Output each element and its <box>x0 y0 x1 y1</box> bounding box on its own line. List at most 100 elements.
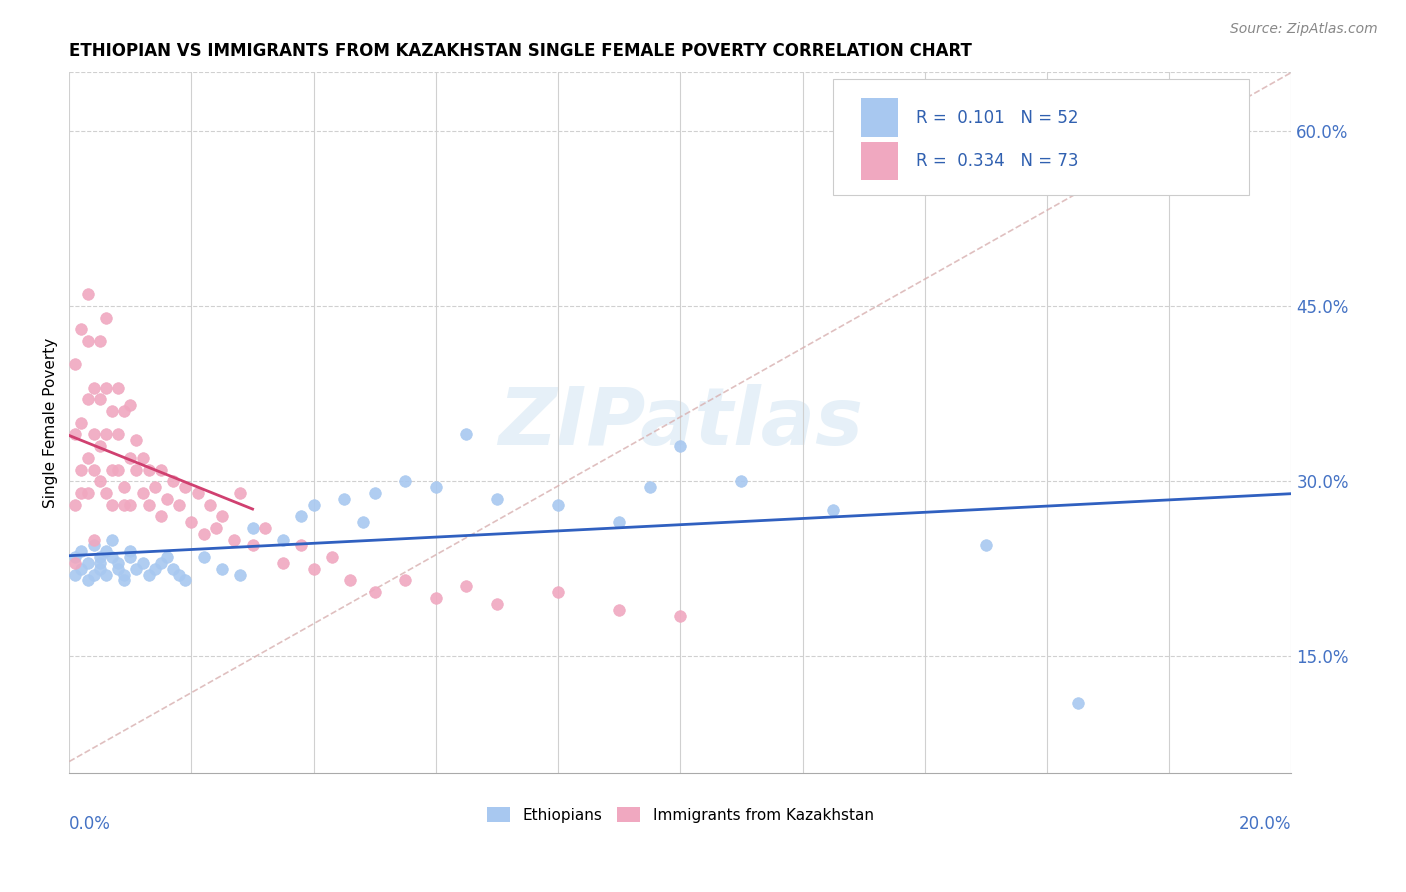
Point <box>94 427 117 442</box>
Point <box>125 562 148 576</box>
Text: R =  0.101   N = 52: R = 0.101 N = 52 <box>917 109 1078 127</box>
Point <box>149 462 172 476</box>
Point <box>107 562 129 576</box>
Point <box>302 498 325 512</box>
Point <box>187 486 209 500</box>
Point <box>1066 696 1088 710</box>
Point <box>167 567 190 582</box>
Point <box>76 334 98 348</box>
Point <box>83 427 105 442</box>
Point <box>333 491 356 506</box>
Point <box>94 310 117 325</box>
Point <box>89 562 111 576</box>
Point <box>112 480 135 494</box>
Point <box>70 416 93 430</box>
Point <box>70 322 93 336</box>
Point <box>974 538 997 552</box>
Point <box>394 474 416 488</box>
Point <box>120 544 142 558</box>
Point <box>242 538 264 552</box>
Point <box>94 486 117 500</box>
Point <box>167 498 190 512</box>
Point <box>156 491 179 506</box>
Point <box>120 450 142 465</box>
Point <box>94 567 117 582</box>
Point <box>83 533 105 547</box>
Point <box>162 562 184 576</box>
Point <box>425 591 447 605</box>
Point <box>180 515 202 529</box>
Point <box>547 498 569 512</box>
Point <box>224 533 246 547</box>
Point <box>174 574 197 588</box>
Point <box>271 533 294 547</box>
Point <box>65 556 87 570</box>
Point <box>107 381 129 395</box>
Point <box>138 567 160 582</box>
Point <box>730 474 752 488</box>
Point <box>120 550 142 565</box>
Point <box>290 538 312 552</box>
Point <box>193 526 215 541</box>
Point <box>131 486 153 500</box>
Point <box>149 556 172 570</box>
Text: 0.0%: 0.0% <box>69 815 111 833</box>
Point <box>131 450 153 465</box>
Point <box>290 509 312 524</box>
Point <box>143 562 166 576</box>
Point <box>120 398 142 412</box>
Point <box>70 462 93 476</box>
Point <box>76 287 98 301</box>
Point <box>83 381 105 395</box>
Point <box>149 509 172 524</box>
Point <box>607 602 630 616</box>
Point <box>138 498 160 512</box>
Point <box>107 556 129 570</box>
Text: ETHIOPIAN VS IMMIGRANTS FROM KAZAKHSTAN SINGLE FEMALE POVERTY CORRELATION CHART: ETHIOPIAN VS IMMIGRANTS FROM KAZAKHSTAN … <box>69 42 972 60</box>
Point <box>156 550 179 565</box>
Point <box>485 491 508 506</box>
Point <box>174 480 197 494</box>
Point <box>107 427 129 442</box>
Point <box>229 486 252 500</box>
Point <box>352 515 374 529</box>
Point <box>70 562 93 576</box>
Point <box>112 567 135 582</box>
Point <box>669 608 692 623</box>
FancyBboxPatch shape <box>834 79 1249 195</box>
Point <box>125 434 148 448</box>
Point <box>112 498 135 512</box>
Point <box>83 462 105 476</box>
Point <box>302 562 325 576</box>
Point <box>394 574 416 588</box>
Text: ZIPatlas: ZIPatlas <box>498 384 863 462</box>
Point <box>65 427 87 442</box>
Point <box>65 550 87 565</box>
Point <box>211 562 233 576</box>
Point <box>70 544 93 558</box>
Point <box>485 597 508 611</box>
Point <box>669 439 692 453</box>
Point <box>70 486 93 500</box>
Point <box>271 556 294 570</box>
Point <box>211 509 233 524</box>
Point <box>101 404 124 418</box>
Point <box>143 480 166 494</box>
Point <box>638 480 661 494</box>
Point <box>823 503 845 517</box>
Text: R =  0.334   N = 73: R = 0.334 N = 73 <box>917 153 1078 170</box>
Point <box>89 334 111 348</box>
Point <box>321 550 343 565</box>
Point <box>101 462 124 476</box>
Point <box>138 462 160 476</box>
Text: Source: ZipAtlas.com: Source: ZipAtlas.com <box>1230 22 1378 37</box>
FancyBboxPatch shape <box>862 98 898 137</box>
Point <box>94 381 117 395</box>
Point <box>101 533 124 547</box>
Point <box>65 358 87 372</box>
Point <box>120 498 142 512</box>
Point <box>94 544 117 558</box>
Point <box>76 392 98 407</box>
Point <box>193 550 215 565</box>
Point <box>456 427 478 442</box>
